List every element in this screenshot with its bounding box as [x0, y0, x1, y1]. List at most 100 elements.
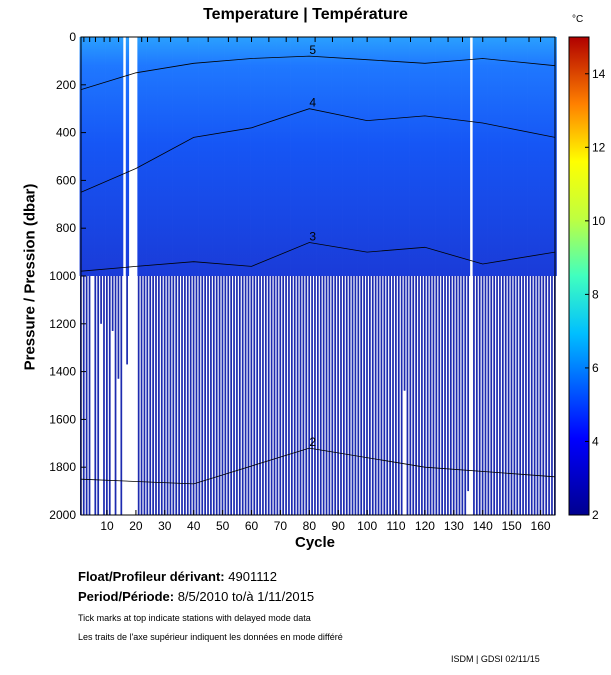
profile-deep [426, 276, 429, 515]
profile-deep [160, 276, 163, 515]
colorbar-tick-label: 4 [592, 434, 599, 448]
profile-upper [296, 37, 300, 276]
profile-deep [340, 276, 342, 515]
profile-deep [525, 276, 527, 515]
profile-deep [447, 276, 449, 515]
profile-upper [212, 37, 216, 276]
profile-upper [359, 37, 364, 276]
note-english: Tick marks at top indicate stations with… [78, 613, 311, 623]
profile-upper [160, 37, 164, 276]
profile-deep [386, 276, 389, 515]
profile-deep [282, 276, 285, 515]
profile-deep [435, 276, 438, 515]
footer-credit: ISDM | GDSI 02/11/15 [451, 654, 540, 664]
profile-deep [155, 276, 157, 515]
x-tick-label: 120 [415, 519, 435, 533]
profile-upper [140, 37, 144, 276]
y-tick-label: 800 [56, 221, 76, 235]
profile-upper [492, 37, 497, 276]
profile-deep [545, 276, 548, 515]
profile-deep [461, 276, 464, 515]
profile-deep [175, 276, 178, 515]
profile-upper [510, 37, 514, 276]
profile-deep [215, 276, 218, 515]
profile-deep [473, 276, 475, 515]
y-tick-label: 1400 [49, 365, 76, 379]
profile-deep [507, 276, 510, 515]
profile-upper [472, 37, 476, 276]
profile-upper [186, 37, 190, 276]
profile-deep [108, 276, 111, 515]
profile-upper [267, 37, 271, 276]
profile-upper [336, 37, 341, 276]
delayed-mode-ticks [83, 37, 542, 42]
profile-deep [149, 276, 152, 515]
y-tick-label: 400 [56, 126, 76, 140]
colorbar-tick-label: 2 [592, 508, 599, 522]
profile-upper [417, 37, 421, 276]
profile-deep [516, 276, 519, 515]
profile-upper [533, 37, 537, 276]
profile-upper [125, 37, 130, 276]
profile-upper [302, 37, 306, 276]
isotherm-label: 4 [309, 96, 316, 110]
isotherm-label: 3 [309, 230, 316, 244]
profile-upper [88, 37, 92, 276]
profile-upper [530, 37, 534, 276]
profile-upper [284, 37, 289, 276]
profile-deep [334, 276, 337, 515]
profile-deep [415, 276, 417, 515]
profile-upper [252, 37, 257, 276]
profile-deep [288, 276, 290, 515]
profile-deep [273, 276, 276, 515]
profile-upper [362, 37, 367, 276]
profile-deep [270, 276, 273, 515]
profile-upper [446, 37, 450, 276]
profile-deep [224, 276, 227, 515]
profile-upper [154, 37, 158, 276]
profile-upper [328, 37, 332, 276]
profile-deep [198, 276, 201, 515]
profile-upper [206, 37, 211, 276]
profile-upper [429, 37, 433, 276]
profile-upper [455, 37, 459, 276]
profile-deep [244, 276, 247, 515]
profile-deep [279, 276, 282, 515]
profile-deep [478, 276, 481, 515]
profile-upper [515, 37, 520, 276]
colorbar-tick-label: 14 [592, 67, 606, 81]
profile-upper [524, 37, 528, 276]
profile-upper [247, 37, 251, 276]
profile-deep [363, 276, 365, 515]
profile-upper [244, 37, 248, 276]
profile-deep [262, 276, 264, 515]
profile-upper [383, 37, 387, 276]
profile-upper [495, 37, 500, 276]
profile-upper [99, 37, 104, 276]
profile-deep [305, 276, 308, 515]
profile-upper [278, 37, 283, 276]
profile-deep [519, 276, 522, 515]
profile-upper [394, 37, 398, 276]
y-tick-label: 200 [56, 78, 76, 92]
colorbar-unit: °C [572, 14, 584, 25]
profile-deep [366, 276, 368, 515]
profile-upper [391, 37, 395, 276]
profile-upper [307, 37, 312, 276]
profile-deep [539, 276, 542, 515]
profile-deep [146, 276, 149, 515]
profile-upper [325, 37, 329, 276]
profile-deep [504, 276, 507, 515]
profile-upper [377, 37, 381, 276]
profile-upper [513, 37, 517, 276]
profile-upper [331, 37, 335, 276]
profile-upper [481, 37, 485, 276]
profile-deep [429, 276, 432, 515]
profile-upper [180, 37, 184, 276]
profile-upper [351, 37, 355, 276]
profile-deep [397, 276, 400, 515]
profile-upper [385, 37, 390, 276]
profile-upper [542, 37, 546, 276]
profile-deep [82, 276, 85, 515]
